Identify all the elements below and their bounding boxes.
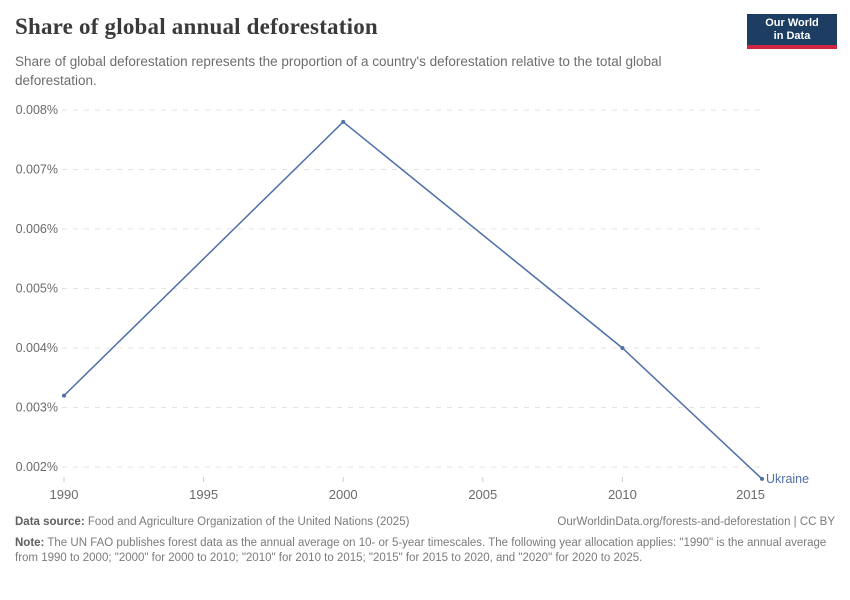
data-line [63, 120, 763, 480]
line-chart: 0.002% 0.003% 0.004% 0.005% 0.006% 0.007% 0.00… [16, 103, 810, 502]
data-source-value: Food and Agriculture Organization of the… [84, 516, 410, 528]
owid-logo: Our World in Data [747, 14, 837, 49]
note-label: Note: [15, 537, 45, 549]
y-tick-label: 0.003% [16, 401, 58, 415]
chart-subtitle: Share of global deforestation represents… [15, 54, 662, 88]
x-tick-label: 2015 [736, 487, 765, 502]
x-tick-label: 2005 [468, 487, 497, 502]
data-source-label: Data source: [15, 516, 85, 528]
footer-note-row: Note: The UN FAO publishes forest data a… [15, 536, 827, 566]
y-tick-label: 0.002% [16, 460, 58, 474]
x-tick-label: 1995 [189, 487, 218, 502]
entity-label: Ukraine [766, 472, 809, 486]
data-point [341, 119, 346, 124]
page-title: Share of global annual deforestation [15, 14, 378, 39]
footer-source-row: Data source: Food and Agriculture Organi… [15, 516, 835, 528]
y-tick-label: 0.005% [16, 282, 58, 296]
data-point [62, 393, 66, 398]
y-tick-label: 0.007% [16, 163, 58, 177]
y-tick-label: 0.004% [16, 341, 58, 355]
logo-text-line2: in Data [773, 30, 811, 42]
x-tick-label: 1990 [50, 487, 79, 502]
x-tick-label: 2000 [329, 487, 358, 502]
note-text: The UN FAO publishes forest data as the … [15, 537, 827, 564]
data-source-text: Data source: Food and Agriculture Organi… [15, 516, 409, 528]
x-tick-label: 2010 [608, 487, 637, 502]
logo-text-line1: Our World [765, 17, 819, 29]
y-tick-label: 0.008% [16, 103, 58, 117]
data-point [620, 346, 625, 350]
data-point [760, 476, 764, 481]
attribution-text: OurWorldinData.org/forests-and-deforesta… [557, 516, 835, 528]
y-tick-label: 0.006% [16, 222, 58, 236]
